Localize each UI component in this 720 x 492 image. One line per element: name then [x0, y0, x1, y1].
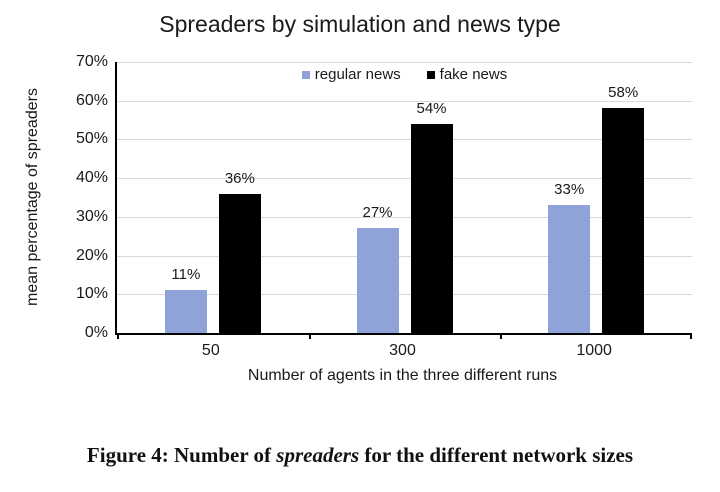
legend-swatch-icon	[426, 70, 435, 79]
gridline	[117, 216, 692, 218]
gridline	[117, 178, 692, 180]
legend-item-regular-news: regular news	[301, 66, 401, 83]
bar-value-label: 36%	[224, 169, 255, 187]
y-axis-label: mean percentage of spreaders	[24, 88, 41, 306]
bar-fake-news	[410, 123, 453, 333]
y-tick-label: 40%	[75, 169, 108, 187]
x-axis-tick	[308, 333, 311, 339]
bar-value-label: 11%	[171, 266, 201, 284]
chart-legend: regular news fake news	[117, 66, 692, 83]
legend-label: fake news	[439, 66, 508, 83]
gridline	[117, 139, 692, 141]
plot-area: regular news fake news 11% 36% 27% 54% 33% 58%	[115, 62, 692, 339]
x-tick-label: 300	[389, 342, 416, 359]
gridline	[117, 294, 692, 296]
bar-fake-news	[218, 193, 261, 333]
gridline	[117, 255, 692, 257]
y-tick-label: 30%	[75, 207, 108, 225]
gridline	[117, 62, 692, 63]
x-axis-tick	[500, 333, 503, 339]
bar-value-label: 27%	[362, 204, 393, 222]
bar-value-label: 54%	[416, 99, 447, 117]
bar-regular-news	[164, 290, 207, 333]
legend-label: regular news	[314, 66, 401, 83]
bar-regular-news	[356, 228, 399, 333]
x-tick-label: 50	[201, 342, 220, 359]
bar-fake-news	[602, 108, 645, 333]
y-tick-label: 60%	[75, 91, 108, 109]
legend-item-fake-news: fake news	[426, 66, 508, 83]
gridline	[117, 100, 692, 102]
bar-regular-news	[548, 205, 591, 333]
y-tick-label: 0%	[84, 324, 108, 341]
caption-suffix: for the different network sizes	[359, 443, 634, 467]
y-tick-label: 50%	[75, 130, 108, 148]
y-tick-label: 70%	[75, 53, 108, 70]
bar-value-label: 58%	[608, 84, 639, 102]
y-tick-label: 10%	[75, 285, 108, 303]
x-axis-tick	[690, 333, 692, 339]
x-axis-title: Number of agents in the three different …	[247, 367, 558, 384]
caption-prefix: Figure 4: Number of	[86, 443, 277, 467]
chart-title: Spreaders by simulation and news type	[159, 11, 561, 37]
bar-value-label: 33%	[554, 181, 585, 199]
figure-caption: Figure 4: Number of spreaders for the di…	[0, 443, 720, 468]
caption-italic-word: spreaders	[276, 443, 360, 467]
legend-swatch-icon	[301, 70, 310, 79]
y-tick-label: 20%	[75, 246, 108, 264]
x-tick-label: 1000	[576, 342, 612, 359]
x-axis-tick	[117, 333, 119, 339]
